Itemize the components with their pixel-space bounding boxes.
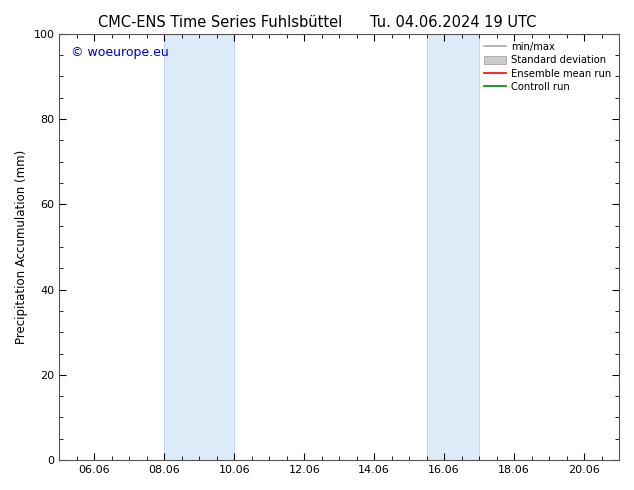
Bar bbox=[164, 34, 235, 460]
Text: © woeurope.eu: © woeurope.eu bbox=[70, 47, 169, 59]
Y-axis label: Precipitation Accumulation (mm): Precipitation Accumulation (mm) bbox=[15, 150, 28, 344]
Bar bbox=[427, 34, 479, 460]
Text: CMC-ENS Time Series Fuhlsbüttel      Tu. 04.06.2024 19 UTC: CMC-ENS Time Series Fuhlsbüttel Tu. 04.0… bbox=[98, 15, 536, 30]
Legend: min/max, Standard deviation, Ensemble mean run, Controll run: min/max, Standard deviation, Ensemble me… bbox=[481, 39, 614, 95]
